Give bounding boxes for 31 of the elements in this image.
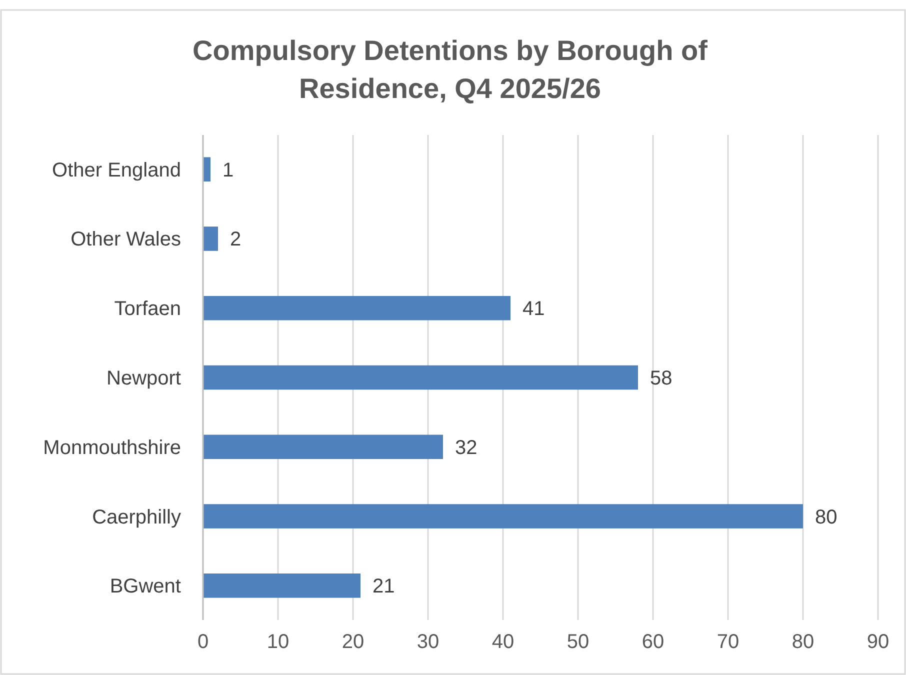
data-label: 41	[522, 298, 545, 320]
x-tick-label: 60	[642, 631, 664, 653]
x-tick-label: 90	[866, 631, 890, 653]
data-label: 2	[230, 228, 242, 251]
chart-title: Compulsory Detentions by Borough of Residence, Q4 2025/26	[192, 35, 708, 104]
y-tick-label: Caerphilly	[92, 506, 181, 528]
x-tick-label: 30	[416, 631, 440, 653]
x-tick-label: 10	[266, 631, 290, 653]
bar	[203, 365, 638, 390]
bar	[203, 296, 510, 320]
x-tick-label: 0	[197, 631, 209, 653]
bar	[203, 434, 443, 460]
bar	[203, 574, 360, 598]
x-tick-label: 20	[342, 631, 364, 653]
data-label: 80	[815, 506, 838, 528]
x-tick-label: 40	[492, 631, 514, 653]
data-label: 1	[222, 159, 234, 182]
x-tick-label: 70	[716, 631, 740, 653]
y-tick-label: Monmouthshire	[43, 436, 181, 459]
data-label: 32	[455, 436, 478, 459]
y-tick-label: Torfaen	[114, 298, 181, 320]
y-tick-label: Other England	[52, 159, 181, 182]
data-label: 21	[372, 576, 395, 598]
y-tick-label: Newport	[106, 368, 182, 390]
bar	[203, 504, 803, 528]
x-tick-label: 80	[792, 631, 814, 653]
data-label: 58	[650, 368, 672, 390]
y-tick-label: Other Wales	[70, 228, 181, 251]
bar	[203, 226, 218, 251]
x-tick-label: 50	[566, 631, 590, 653]
y-tick-label: BGwent	[110, 576, 182, 598]
